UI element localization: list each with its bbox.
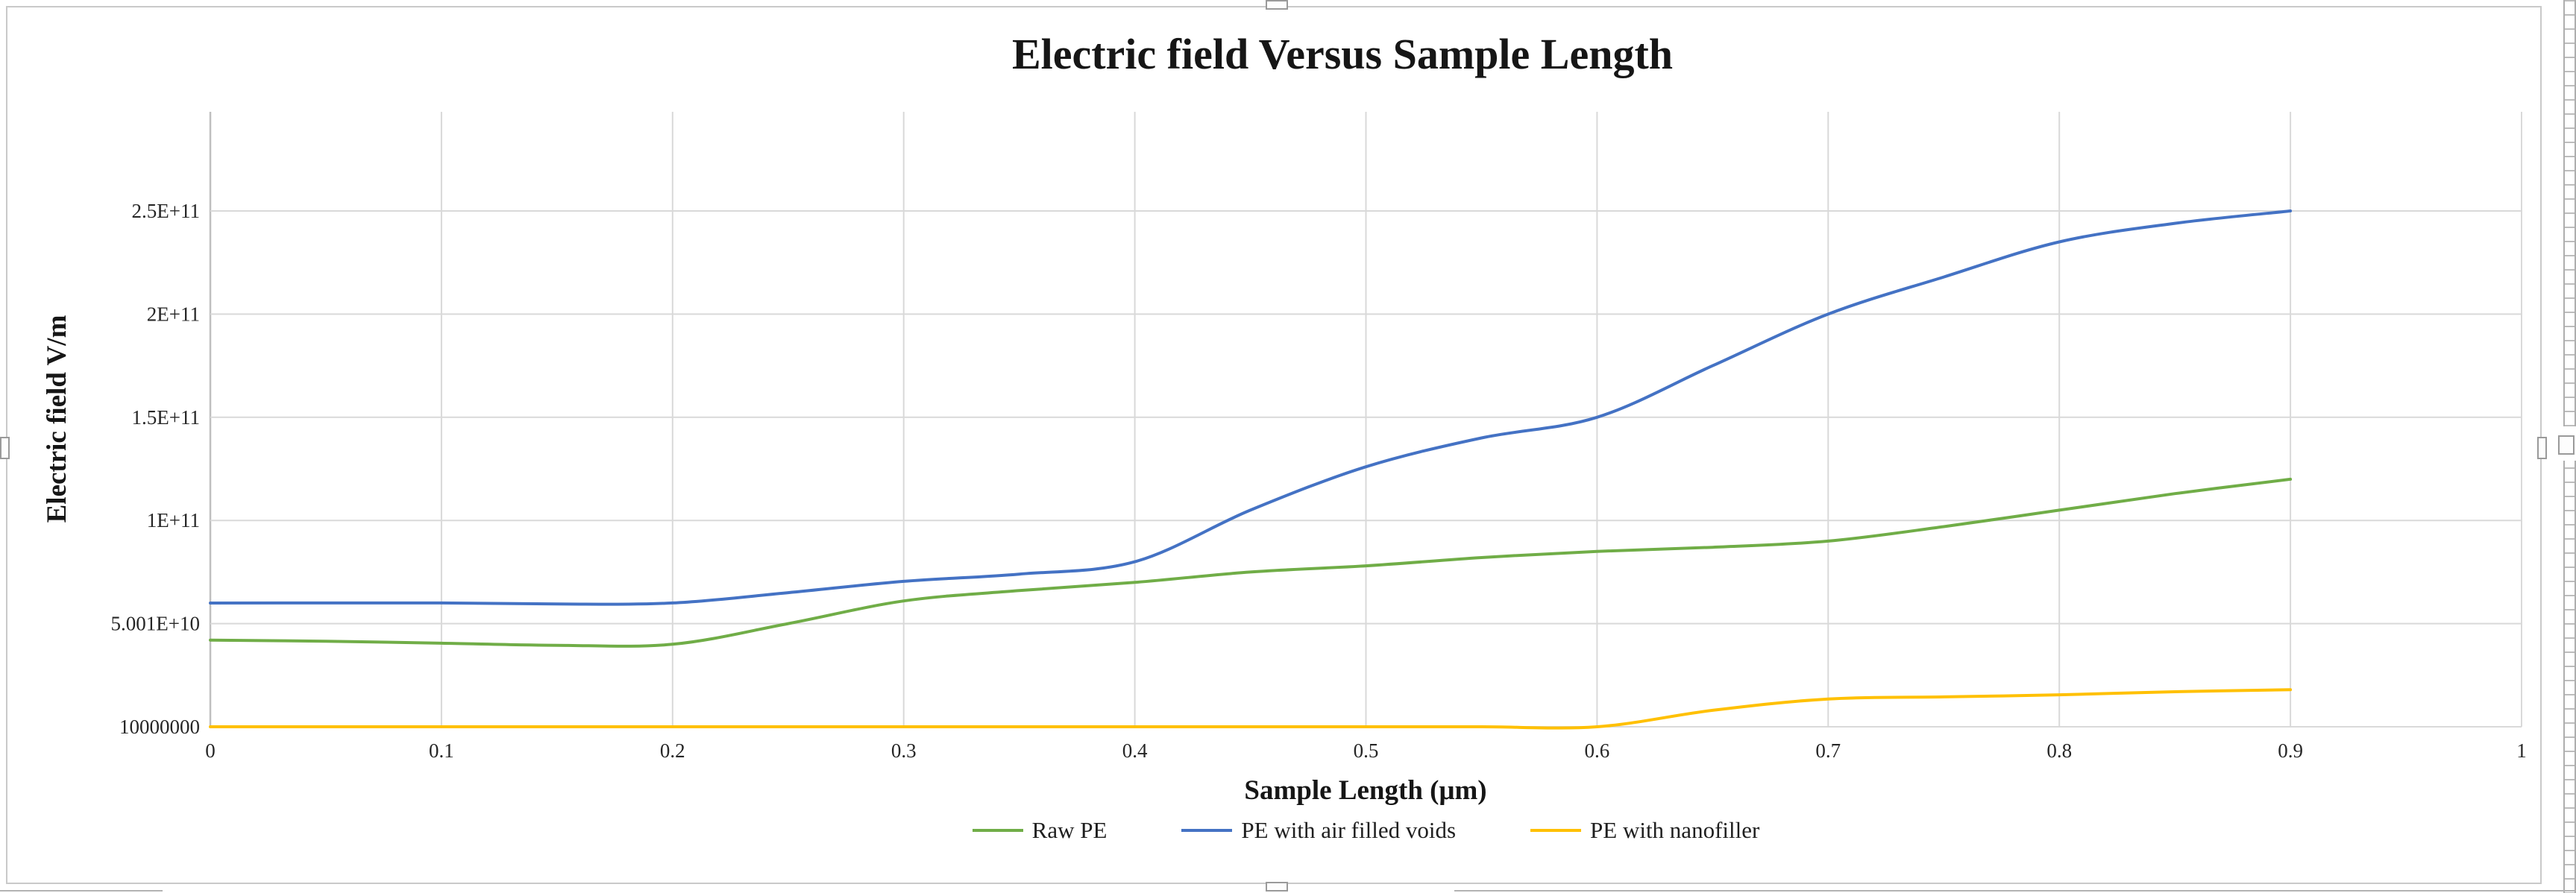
legend[interactable]: Raw PE PE with air filled voids PE with na… (210, 811, 2522, 850)
selection-handle-top[interactable] (1266, 0, 1288, 10)
x-axis-title: Sample Length (μm) (1244, 775, 1486, 806)
x-tick-label: 0.8 (2046, 739, 2072, 762)
legend-label: Raw PE (1031, 817, 1108, 843)
legend-item[interactable]: PE with air filled voids (1181, 817, 1456, 844)
y-tick-label: 2E+11 (147, 303, 200, 325)
selection-handle-bottom[interactable] (1266, 882, 1288, 892)
legend-line-swatch (972, 829, 1023, 832)
x-tick-label: 0.1 (429, 739, 454, 762)
bottom-edge-stub-right (1454, 890, 2576, 892)
y-tick-label: 10000000 (119, 716, 200, 738)
ruler-handle[interactable] (2558, 435, 2575, 455)
x-tick-label: 0.9 (2278, 739, 2303, 762)
bottom-edge-stub-left (0, 890, 163, 892)
x-tick-label: 0.3 (891, 739, 917, 762)
legend-item[interactable]: Raw PE (972, 817, 1108, 844)
y-tick-label: 1.5E+11 (132, 406, 200, 429)
x-tick-label: 1 (2516, 739, 2527, 762)
y-tick-label: 2.5E+11 (132, 200, 200, 222)
chart-title[interactable]: Electric field Versus Sample Length (1012, 30, 1673, 78)
legend-label: PE with nanofiller (1590, 817, 1760, 843)
x-tick-label: 0.5 (1354, 739, 1379, 762)
series-line-pe-with-nanofiller[interactable] (209, 688, 2293, 730)
x-tick-label: 0.6 (1585, 739, 1610, 762)
legend-item[interactable]: PE with nanofiller (1530, 817, 1759, 844)
x-tick-label: 0.7 (1815, 739, 1841, 762)
x-tick-label: 0.4 (1122, 739, 1148, 762)
y-tick-label: 5.001E+10 (111, 613, 200, 635)
legend-label: PE with air filled voids (1241, 817, 1457, 843)
series-line-pe-with-air-filled-voids[interactable] (209, 209, 2293, 606)
legend-line-swatch (1530, 829, 1582, 832)
x-tick-label: 0.2 (660, 739, 685, 762)
y-tick-label: 1E+11 (147, 509, 200, 531)
series-lines (209, 209, 2293, 730)
y-axis-title: Electric field V/m (42, 315, 72, 523)
selection-handle-right[interactable] (2537, 437, 2547, 459)
x-tick-label: 0 (205, 739, 216, 762)
legend-line-swatch (1181, 829, 1233, 832)
plot-gridlines (209, 112, 2522, 728)
selection-handle-left[interactable] (0, 437, 10, 459)
series-line-raw-pe[interactable] (209, 477, 2293, 648)
axis-tick-labels: 0 0.1 0.2 0.3 0.4 0.5 0.6 0.7 0.8 0.9 1 2.5E+11 2E+1… (111, 200, 2527, 762)
